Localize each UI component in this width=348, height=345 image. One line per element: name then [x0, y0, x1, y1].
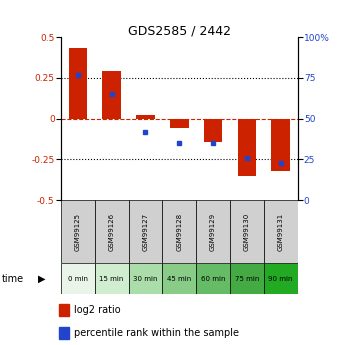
Bar: [59, 327, 69, 339]
Text: GSM99125: GSM99125: [75, 213, 81, 251]
Text: GSM99129: GSM99129: [210, 213, 216, 251]
Text: GSM99127: GSM99127: [142, 213, 148, 251]
Text: GSM99130: GSM99130: [244, 213, 250, 251]
Text: GSM99128: GSM99128: [176, 213, 182, 251]
Bar: [128, 263, 162, 294]
Bar: [264, 200, 298, 263]
Text: log2 ratio: log2 ratio: [74, 305, 121, 315]
Bar: [170, 119, 189, 128]
Bar: [230, 263, 264, 294]
Bar: [162, 263, 196, 294]
Bar: [128, 200, 162, 263]
Bar: [59, 304, 69, 316]
Text: ▶: ▶: [38, 274, 46, 284]
Bar: [264, 263, 298, 294]
Bar: [136, 115, 155, 119]
Text: 60 min: 60 min: [201, 276, 225, 282]
Text: GSM99126: GSM99126: [109, 213, 114, 251]
Text: time: time: [2, 274, 24, 284]
Bar: [61, 263, 95, 294]
Bar: [204, 119, 222, 141]
Text: 75 min: 75 min: [235, 276, 259, 282]
Text: 90 min: 90 min: [268, 276, 293, 282]
Bar: [196, 200, 230, 263]
Text: 30 min: 30 min: [133, 276, 158, 282]
Bar: [69, 48, 87, 119]
Bar: [102, 71, 121, 119]
Text: 0 min: 0 min: [68, 276, 88, 282]
Bar: [95, 263, 128, 294]
Text: GSM99131: GSM99131: [278, 213, 284, 251]
Bar: [238, 119, 256, 176]
Bar: [196, 263, 230, 294]
Text: 45 min: 45 min: [167, 276, 191, 282]
Bar: [61, 200, 95, 263]
Title: GDS2585 / 2442: GDS2585 / 2442: [128, 24, 231, 37]
Bar: [271, 119, 290, 171]
Bar: [95, 200, 128, 263]
Bar: [162, 200, 196, 263]
Text: 15 min: 15 min: [100, 276, 124, 282]
Bar: [230, 200, 264, 263]
Text: percentile rank within the sample: percentile rank within the sample: [74, 328, 239, 338]
